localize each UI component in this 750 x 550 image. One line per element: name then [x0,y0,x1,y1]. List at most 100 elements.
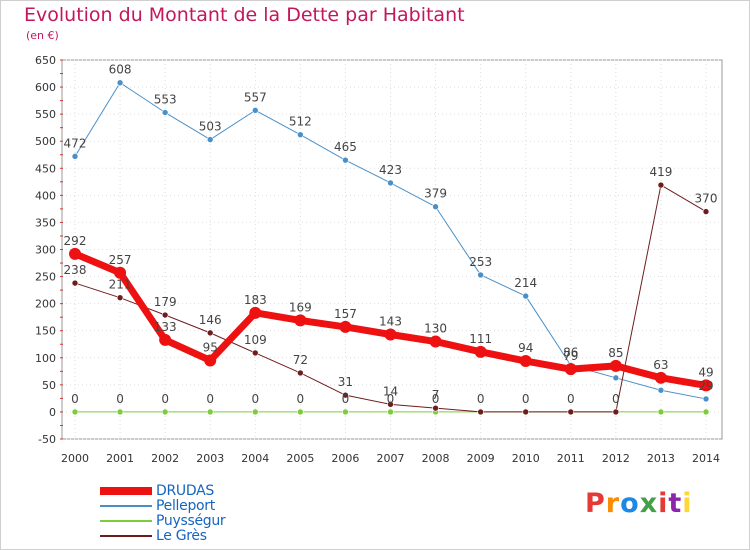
data-point-le-gr-s [206,329,214,337]
data-point-pelleport [161,109,169,116]
data-point-le-gr-s [116,294,124,301]
x-tick-label: 2010 [512,452,540,465]
x-tick-label: 2009 [467,452,495,465]
data-label-pelleport: 253 [469,255,492,269]
data-point-puyss-gur [251,408,259,416]
x-tick-label: 2002 [151,452,179,465]
data-label-pelleport: 214 [514,276,537,290]
y-tick-label: 150 [35,325,56,338]
data-label-le-gr-s: 14 [383,384,398,398]
data-label-pelleport: 465 [334,140,357,154]
y-tick-label: 200 [35,298,56,311]
data-label-pelleport: 503 [199,120,222,134]
data-label-puyss-gur: 0 [432,392,440,406]
data-label-pelleport: 557 [244,90,267,104]
x-tick-label: 2006 [331,452,359,465]
data-point-le-gr-s [522,408,530,416]
x-tick-label: 2014 [692,452,720,465]
x-tick-label: 2011 [557,452,585,465]
data-point-drudas [700,379,712,392]
x-tick-label: 2001 [106,452,134,465]
legend-item: Le Grès [100,527,225,544]
data-point-le-gr-s [161,311,169,319]
data-point-pelleport [477,271,484,279]
data-point-drudas [384,328,397,341]
data-point-puyss-gur [71,408,79,416]
data-label-pelleport: 608 [109,63,132,77]
data-label-le-gr-s: 31 [338,375,353,389]
logo-letter: t [668,488,683,519]
legend-swatch [100,519,152,522]
x-tick-label: 2004 [241,452,269,465]
data-point-drudas [249,306,262,319]
data-label-pelleport: 379 [424,187,447,201]
y-tick-label: 550 [35,108,56,121]
data-point-le-gr-s [477,408,484,416]
data-label-puyss-gur: 0 [342,392,350,406]
y-tick-label: 0 [49,406,56,419]
chart-title: Evolution du Montant de la Dette par Hab… [24,4,465,26]
data-label-le-gr-s: 211 [109,278,132,292]
data-point-pelleport [432,203,439,211]
data-point-drudas [519,355,532,368]
data-label-drudas: 183 [244,293,267,307]
x-tick-label: 2013 [647,452,675,465]
data-point-puyss-gur [297,408,304,416]
logo-letter: x [639,488,659,519]
data-point-le-gr-s [251,349,259,357]
data-label-le-gr-s: 0 [477,392,485,406]
legend-item: DRUDAS [100,482,225,499]
data-point-drudas [204,354,217,367]
legend-label: DRUDAS [156,482,214,499]
data-label-drudas: 111 [469,332,492,346]
data-point-pelleport [116,79,124,87]
data-label-drudas: 143 [379,315,402,329]
data-point-pelleport [657,386,665,394]
data-label-puyss-gur: 0 [251,392,259,406]
data-label-pelleport: 86 [563,345,578,359]
y-tick-label: -50 [38,433,56,446]
data-point-puyss-gur [342,408,349,416]
data-point-drudas [474,345,487,358]
y-tick-label: 100 [35,352,56,365]
data-point-drudas [114,266,127,279]
data-label-puyss-gur: 0 [71,392,79,406]
y-tick-label: 250 [35,271,56,284]
data-label-le-gr-s: 419 [649,165,672,179]
data-label-puyss-gur: 0 [206,392,214,406]
data-label-drudas: 95 [203,340,218,354]
data-label-pelleport: 553 [154,93,177,107]
data-label-pelleport: 29 [698,379,713,393]
data-point-pelleport [522,292,530,300]
data-label-puyss-gur: 0 [116,392,124,406]
data-point-pelleport [206,136,214,143]
data-label-pelleport: 512 [289,115,312,129]
data-label-puyss-gur: 0 [387,392,395,406]
data-point-puyss-gur [702,408,710,416]
data-label-drudas: 169 [289,300,312,314]
legend-swatch [100,486,152,495]
data-point-pelleport [297,131,304,139]
data-point-le-gr-s [387,401,394,408]
logo-letter: P [585,488,606,519]
data-label-drudas: 79 [563,349,578,363]
x-tick-label: 2000 [61,452,89,465]
legend-label: Le Grès [156,527,207,544]
y-tick-label: 500 [35,135,56,148]
data-label-pelleport: 472 [64,136,87,150]
data-point-pelleport [251,107,259,114]
chart-legend: DRUDAS Pelleport Puysségur Le Grès [100,482,226,544]
data-point-le-gr-s [432,404,439,412]
data-point-puyss-gur [116,408,124,416]
x-tick-label: 2008 [422,452,450,465]
legend-label: Puysségur [156,512,226,529]
logo-letter: i [682,488,693,519]
proxiti-logo: Proxiti [585,488,693,519]
data-point-drudas [609,359,622,372]
data-point-drudas [159,333,172,346]
data-point-le-gr-s [342,391,349,399]
data-label-drudas: 63 [653,358,668,372]
data-label-drudas: 49 [698,365,713,379]
legend-label: Pelleport [156,497,215,514]
